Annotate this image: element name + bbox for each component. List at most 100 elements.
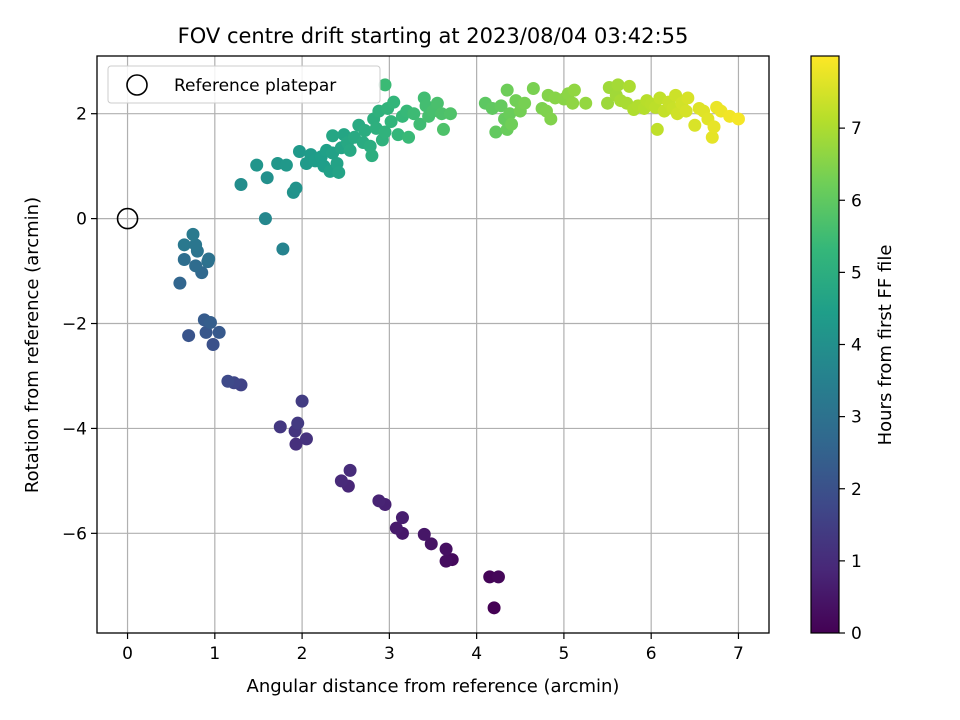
data-point [494, 99, 508, 113]
data-point [681, 91, 695, 105]
data-point [395, 511, 409, 525]
x-tick-label: 0 [122, 644, 133, 664]
data-point [389, 521, 403, 535]
data-point [384, 115, 398, 129]
x-axis-ticks: 0 1 2 3 4 5 6 7 [122, 633, 744, 664]
data-point [276, 242, 290, 256]
x-tick-label: 1 [209, 644, 220, 664]
legend: Reference platepar [107, 65, 381, 104]
data-point [430, 96, 444, 110]
y-tick-label: −4 [62, 419, 87, 439]
y-tick-label: −6 [62, 524, 87, 544]
data-point [443, 107, 457, 121]
data-point [202, 252, 216, 266]
y-tick-label: 2 [76, 105, 87, 125]
colorbar-tick-label: 1 [851, 552, 862, 572]
data-point [391, 128, 405, 142]
data-point [289, 437, 303, 451]
data-point [611, 78, 625, 92]
data-point [566, 96, 580, 110]
data-points [173, 78, 745, 615]
data-point [250, 158, 264, 172]
data-point [378, 78, 392, 92]
data-point [679, 104, 693, 118]
data-point [424, 537, 438, 551]
data-point [518, 96, 532, 110]
colorbar-tick-label: 6 [851, 191, 862, 211]
data-point [186, 227, 200, 241]
data-point [487, 601, 501, 615]
data-point [173, 276, 187, 290]
y-tick-label: 0 [76, 210, 87, 230]
plot-frame [96, 55, 770, 634]
data-point [402, 130, 416, 144]
data-point [292, 144, 306, 158]
data-point [500, 83, 514, 97]
data-point [234, 178, 248, 192]
colorbar-label: Hours from first FF file [875, 245, 896, 446]
data-point [295, 394, 309, 408]
data-point [601, 96, 615, 110]
data-point [221, 374, 235, 388]
data-point [731, 112, 745, 126]
data-point [491, 570, 505, 584]
reference-point-marker [116, 207, 139, 230]
colorbar-tick-label: 4 [851, 336, 862, 356]
x-tick-label: 5 [558, 644, 569, 664]
chart-title: FOV centre drift starting at 2023/08/04 … [178, 24, 689, 48]
data-point [258, 212, 272, 226]
data-point [417, 527, 431, 541]
data-point [387, 95, 401, 109]
data-point [212, 325, 226, 339]
data-point [705, 130, 719, 144]
data-point [688, 118, 702, 132]
data-point [503, 107, 517, 121]
data-point [489, 125, 503, 139]
data-point [206, 338, 220, 351]
y-tick-label: −2 [62, 315, 87, 335]
x-tick-label: 3 [384, 644, 395, 664]
colorbar [810, 55, 840, 634]
colorbar-tick-label: 3 [851, 408, 862, 428]
data-point [365, 149, 379, 163]
data-point [326, 129, 340, 143]
data-point [189, 238, 203, 252]
data-point [273, 420, 287, 434]
legend-marker-icon [126, 74, 148, 96]
data-point [579, 96, 593, 110]
colorbar-tick-label: 2 [851, 480, 862, 500]
data-point [291, 416, 305, 430]
data-point [436, 122, 450, 136]
data-point [526, 82, 540, 96]
legend-box [107, 65, 381, 104]
data-point [358, 123, 372, 137]
data-point [413, 117, 427, 131]
data-point [177, 253, 191, 267]
data-point [439, 542, 453, 556]
legend-entry-label: Reference platepar [174, 76, 336, 96]
data-point [289, 181, 303, 195]
x-tick-label: 4 [471, 644, 482, 664]
data-point [544, 112, 558, 126]
colorbar-ticks: 0 1 2 3 4 5 6 7 [839, 119, 862, 644]
x-tick-label: 6 [646, 644, 657, 664]
data-point [505, 117, 519, 131]
data-point [707, 120, 721, 134]
y-gridlines [97, 113, 769, 534]
data-point [332, 165, 346, 179]
data-point [343, 463, 357, 477]
data-point [343, 143, 357, 157]
x-axis-label: Angular distance from reference (arcmin) [247, 676, 620, 697]
x-tick-label: 2 [297, 644, 308, 664]
data-point [279, 158, 293, 172]
colorbar-tick-label: 5 [851, 263, 862, 283]
data-point [439, 554, 453, 568]
data-point [378, 125, 392, 139]
x-tick-label: 7 [733, 644, 744, 664]
data-point [299, 432, 313, 446]
colorbar-tick-label: 0 [851, 624, 862, 644]
data-point [182, 329, 196, 343]
data-point [189, 259, 203, 273]
data-point [407, 107, 421, 121]
